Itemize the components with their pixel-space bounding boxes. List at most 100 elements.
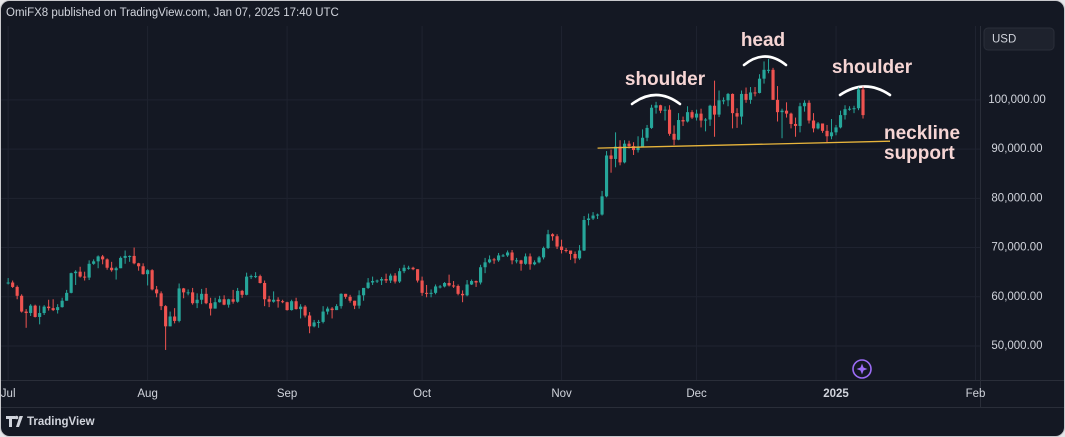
candle-body xyxy=(425,292,429,294)
candle-body xyxy=(600,196,604,215)
candle-body xyxy=(654,105,658,108)
candle-body xyxy=(523,256,528,264)
candle-body xyxy=(537,257,541,263)
candle-body xyxy=(29,305,33,314)
candle-body xyxy=(321,311,325,322)
candle-body xyxy=(595,214,600,216)
currency-button[interactable] xyxy=(983,27,1055,51)
candle-body xyxy=(47,306,51,309)
candle-body xyxy=(204,293,208,304)
candle-body xyxy=(249,276,253,278)
candle-body xyxy=(348,296,352,301)
currency-label[interactable]: USD xyxy=(992,34,1016,46)
candle-body xyxy=(38,313,42,317)
candle-body xyxy=(312,322,316,327)
candle-body xyxy=(496,255,501,261)
y-tick-label: 100,000.00 xyxy=(988,94,1046,106)
candle-body xyxy=(591,215,595,219)
candle-body xyxy=(510,252,514,261)
candle-body xyxy=(609,155,613,159)
candle-body xyxy=(613,146,618,159)
candle-body xyxy=(438,286,442,288)
candle-body xyxy=(150,270,154,290)
candle-body xyxy=(488,259,492,263)
annotation: neckline xyxy=(884,123,960,144)
annotation: head xyxy=(741,30,785,51)
x-tick-label: Dec xyxy=(686,388,707,400)
candle-body xyxy=(762,69,766,79)
candle-body xyxy=(411,267,415,270)
candle-body xyxy=(236,290,240,302)
candle-body xyxy=(186,292,190,294)
candle-body xyxy=(83,276,87,278)
candle-body xyxy=(676,120,681,140)
candle-body xyxy=(479,267,483,283)
candle-body xyxy=(519,260,523,264)
candle-body xyxy=(708,105,712,120)
candle-body xyxy=(20,295,24,312)
candle-body xyxy=(861,89,865,116)
x-tick-label: 2025 xyxy=(823,388,849,400)
candle-body xyxy=(586,218,591,220)
candle-body xyxy=(191,292,195,304)
candle-body xyxy=(213,302,217,309)
candle-body xyxy=(173,316,177,321)
annotation: shoulder xyxy=(832,57,913,78)
candle-body xyxy=(164,306,168,327)
candle-body xyxy=(15,286,19,296)
candle-body xyxy=(559,246,564,251)
candle-body xyxy=(627,143,631,147)
candle-body xyxy=(843,109,847,116)
candle-body xyxy=(218,299,222,303)
pattern-arcs xyxy=(630,55,892,106)
candle-body xyxy=(317,321,321,323)
candle-body xyxy=(775,99,780,113)
candle-body xyxy=(789,113,793,124)
candle-body xyxy=(326,308,330,312)
candle-body xyxy=(290,301,294,311)
candle-body xyxy=(582,219,586,251)
candle-body xyxy=(380,279,384,281)
candle-body xyxy=(389,275,393,281)
candle-body xyxy=(532,262,537,265)
candle-body xyxy=(483,262,487,268)
candle-body xyxy=(447,283,451,286)
candle-body xyxy=(838,115,843,128)
x-tick-label: Sep xyxy=(277,388,297,400)
candle-body xyxy=(128,255,132,257)
header-text: OmiFX8 published on TradingView.com, Jan… xyxy=(6,7,339,19)
candle-body xyxy=(784,110,789,114)
candle-body xyxy=(685,112,690,122)
candle-body xyxy=(281,301,285,303)
candle-body xyxy=(402,267,406,272)
candle-body xyxy=(299,306,303,310)
candle-body xyxy=(420,280,424,293)
candle-body xyxy=(146,270,150,275)
candle-body xyxy=(285,302,289,311)
candle-body xyxy=(726,93,730,101)
assistant-icon[interactable] xyxy=(852,359,872,379)
candle-body xyxy=(182,288,186,293)
candle-body xyxy=(856,89,861,109)
candle-body xyxy=(748,92,753,100)
candle-body xyxy=(816,123,820,129)
candle-body xyxy=(398,271,402,282)
candle-body xyxy=(92,261,96,264)
candle-body xyxy=(200,293,204,300)
candle-body xyxy=(735,113,739,117)
candle-body xyxy=(798,106,802,126)
candle-body xyxy=(807,102,811,121)
candle-body xyxy=(114,268,118,271)
candle-body xyxy=(847,108,852,110)
candle-body xyxy=(384,279,388,281)
candle-body xyxy=(357,295,361,306)
candle-body xyxy=(622,143,627,163)
candle-body xyxy=(101,256,105,260)
candle-body xyxy=(744,93,748,100)
candle-body xyxy=(793,123,798,126)
y-tick-label: 80,000.00 xyxy=(991,192,1042,204)
candle-body xyxy=(371,281,375,283)
candle-body xyxy=(640,137,645,147)
candle-body xyxy=(240,290,244,295)
